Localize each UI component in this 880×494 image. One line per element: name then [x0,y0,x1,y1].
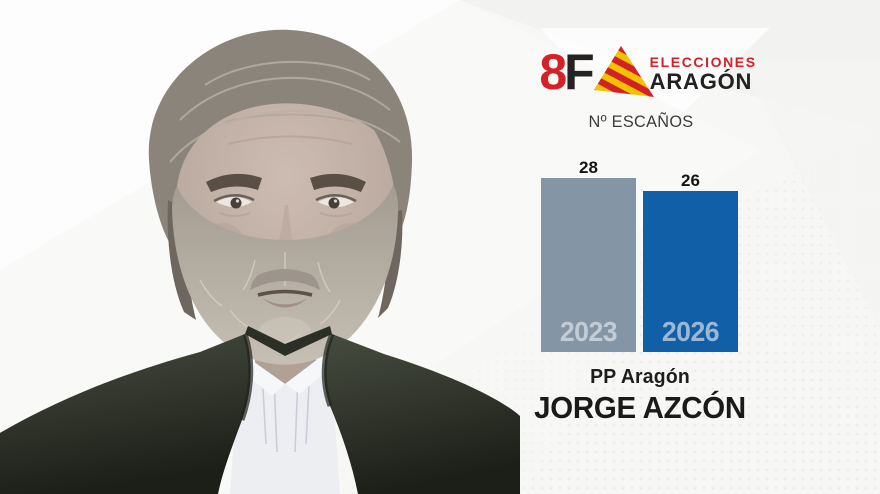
seats-bar-chart: 28 2023 26 2026 [541,158,738,352]
bar-column-2026: 26 2026 [643,172,738,352]
eyebrow-left [206,173,262,192]
mouth [257,289,313,297]
jacket-left [0,334,251,494]
logo-day-letter: F [564,44,594,100]
bar-value-2023: 28 [579,158,598,177]
logo-elecciones: ELECCIONES [649,54,757,70]
bar-rect-2023: 2023 [541,178,636,352]
logo-aragon: ARAGÓN [649,69,753,94]
bar-category-2023: 2023 [559,316,618,347]
eyebrow-right [310,173,366,192]
candidate-name: JORGE AZCÓN [534,390,746,425]
chart-title: Nº ESCAÑOS [588,112,694,131]
bar-category-2026: 2026 [661,316,720,347]
logo-wordmark: ELECCIONES ARAGÓN [650,54,757,96]
shirt [230,350,340,494]
bar-rect-2026: 2026 [643,191,738,352]
logo-day-number: 8 [539,44,567,100]
jacket-right [324,334,520,494]
bar-column-2023: 28 2023 [541,159,636,352]
bar-value-2026: 26 [681,171,700,190]
party-label: PP Aragón [590,366,690,388]
hair [148,29,413,252]
aragon-flag-icon [593,46,654,97]
candidate-photo [0,29,520,494]
logo-date: 8 F [539,44,594,100]
election-logo: 8 F ELECCIONES ARAGÓN [503,38,793,100]
